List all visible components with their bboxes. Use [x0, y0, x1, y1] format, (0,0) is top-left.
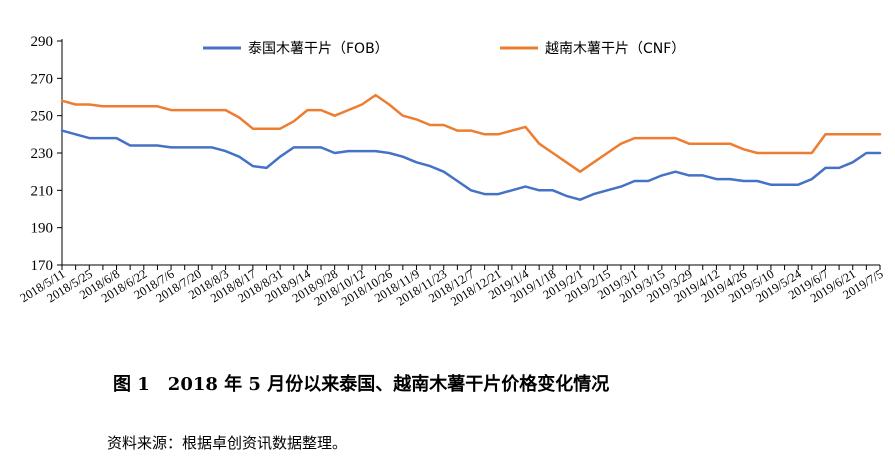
price-line-chart: 170 190 210 230 250 270 290 2018/5/112018/5/25…: [18, 34, 886, 309]
y-tick-label: 170: [31, 258, 54, 274]
series-lines: [60, 93, 882, 201]
legend: 泰国木薯干片（FOB） 越南木薯干片（CNF）: [203, 41, 685, 57]
figure-caption: 图 1 2018 年 5 月份以来泰国、越南木薯干片价格变化情况: [113, 374, 610, 395]
y-tick-label: 250: [31, 109, 54, 125]
y-tick-label: 210: [31, 183, 54, 199]
legend-label: 越南木薯干片（CNF）: [545, 41, 685, 57]
y-tick-label: 190: [31, 221, 54, 237]
series-line-thailand: [60, 129, 882, 201]
y-tick-label: 290: [31, 34, 54, 50]
x-axis: 2018/5/112018/5/252018/6/82018/6/222018/…: [18, 264, 886, 309]
y-axis: 170 190 210 230 250 270 290: [31, 34, 63, 274]
y-tick-label: 230: [31, 146, 54, 162]
source-note: 资料来源：根据卓创资讯数据整理。: [107, 434, 348, 452]
y-tick-label: 270: [31, 71, 54, 87]
series-line-vietnam: [60, 93, 882, 173]
legend-label: 泰国木薯干片（FOB）: [248, 41, 389, 57]
